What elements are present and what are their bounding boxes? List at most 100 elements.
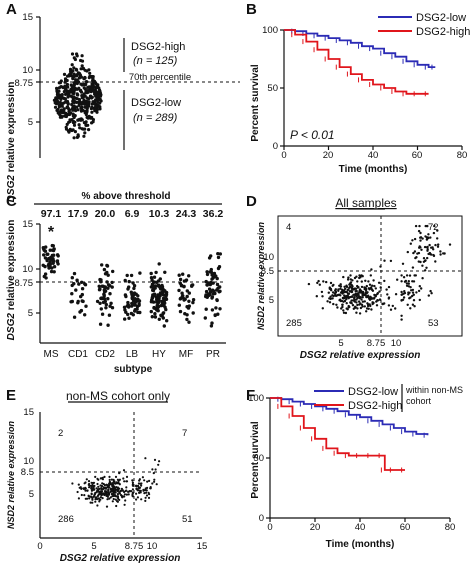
panel-c-pct-value: 20.0 xyxy=(95,208,116,220)
panel-e-point xyxy=(109,496,112,499)
panel-d-point xyxy=(326,300,329,303)
panel-e-point xyxy=(94,491,97,494)
panel-c-point xyxy=(137,299,142,303)
panel-c-category-label: HY xyxy=(152,349,166,360)
panel-a-point xyxy=(78,102,82,106)
panel-e-point xyxy=(96,494,100,497)
panel-d-point xyxy=(421,237,424,240)
panel-e-point xyxy=(117,481,120,484)
panel-c-point xyxy=(42,253,46,257)
panel-a-point xyxy=(93,102,97,106)
panel-a-point xyxy=(94,98,98,102)
panel-e-point xyxy=(94,500,97,503)
panel-d-point xyxy=(359,296,362,299)
panel-d-point xyxy=(408,274,412,277)
panel-a-point xyxy=(75,105,79,109)
panel-e-point xyxy=(153,480,156,483)
panel-b-ylabel: Percent survival xyxy=(250,64,261,141)
panel-c-point xyxy=(153,312,157,316)
panel-c-point xyxy=(50,248,55,252)
panel-e-point xyxy=(91,498,94,501)
panel-c-point xyxy=(161,311,165,316)
panel-a-point xyxy=(67,108,72,112)
panel-a-point xyxy=(76,134,80,138)
panel-a-point xyxy=(90,102,94,106)
panel-c-points xyxy=(41,243,222,328)
panel-c-header: % above threshold xyxy=(82,191,171,202)
panel-c-point xyxy=(102,267,107,272)
panel-d-point xyxy=(356,280,359,283)
panel-c-point xyxy=(72,315,77,319)
panel-b-xtick-label: 60 xyxy=(412,150,423,161)
panel-d-point xyxy=(421,277,424,280)
panel-a-point xyxy=(83,68,87,72)
panel-d-ylabel: NSD2 relative expression xyxy=(256,221,266,330)
panel-e-point xyxy=(87,495,90,498)
panel-c-point xyxy=(98,287,102,291)
panel-f-xlabel: Time (months) xyxy=(326,539,395,550)
panel-d-point xyxy=(339,298,342,301)
panel-a-point xyxy=(66,85,70,89)
panel-c-pct-value: 17.9 xyxy=(68,208,89,220)
panel-c-point xyxy=(110,306,115,310)
panel-a-point xyxy=(62,90,66,94)
panel-a-point xyxy=(71,69,75,73)
panel-d-point xyxy=(436,237,439,240)
panel-a-point xyxy=(75,52,79,56)
panel-f-xtick-label: 20 xyxy=(310,522,321,533)
panel-e-point xyxy=(158,460,161,463)
panel-e-point xyxy=(125,480,128,483)
panel-e-point xyxy=(101,488,104,491)
panel-d-point xyxy=(417,229,421,233)
panel-d-point xyxy=(429,289,432,293)
panel-d-point xyxy=(342,297,345,300)
panel-d-point xyxy=(406,303,409,306)
panel-c-point xyxy=(150,315,154,319)
panel-d-point xyxy=(430,292,433,295)
panel-e-point xyxy=(112,493,115,496)
panel-a-ylabel-rest: relative expression xyxy=(6,82,17,175)
panel-d-point xyxy=(347,296,351,299)
panel-c-point xyxy=(100,263,104,267)
panel-c-point xyxy=(150,295,155,299)
panel-e-point xyxy=(155,483,158,486)
panel-d-point xyxy=(375,304,379,307)
panel-a-point xyxy=(65,90,69,95)
panel-a-ytick-label: 15 xyxy=(22,12,33,23)
panel-a-ylabel-gene: DSG2 xyxy=(6,175,17,203)
panel-c-point xyxy=(80,287,85,291)
panel-c-point xyxy=(81,299,85,304)
panel-d-point xyxy=(343,294,346,297)
panel-e-point xyxy=(98,498,101,501)
panel-c-point xyxy=(106,273,110,277)
panel-d-point xyxy=(374,287,377,290)
panel-d-point xyxy=(409,242,412,245)
panel-d-point xyxy=(348,283,351,286)
panel-c-point xyxy=(100,312,105,316)
panel-c-point xyxy=(83,313,87,317)
panel-c-point xyxy=(97,284,101,288)
panel-e-point xyxy=(87,480,91,483)
panel-d-point xyxy=(425,266,428,269)
panel-e-point xyxy=(128,490,131,493)
panel-c-point xyxy=(84,304,88,308)
panel-a-point xyxy=(57,104,61,108)
panel-e-point xyxy=(92,481,95,485)
panel-e-point xyxy=(118,472,121,475)
panel-a-point xyxy=(72,104,76,108)
panel-d-point xyxy=(331,297,334,300)
panel-a-point xyxy=(95,90,99,94)
panel-d-point xyxy=(383,302,386,305)
panel-e-point xyxy=(111,500,114,503)
panel-c-point xyxy=(214,274,218,278)
panel-a-point xyxy=(91,79,95,83)
panel-c-point xyxy=(163,301,167,305)
panel-d-point xyxy=(366,304,370,308)
panel-d-point xyxy=(423,245,427,249)
panel-c-pct-value: 10.3 xyxy=(149,208,170,220)
panel-d-xtick-label: 5 xyxy=(338,338,343,349)
panel-d-point xyxy=(377,281,381,284)
panel-d-point xyxy=(428,251,432,255)
panel-c-point xyxy=(77,282,81,286)
panel-c-point xyxy=(212,289,216,293)
